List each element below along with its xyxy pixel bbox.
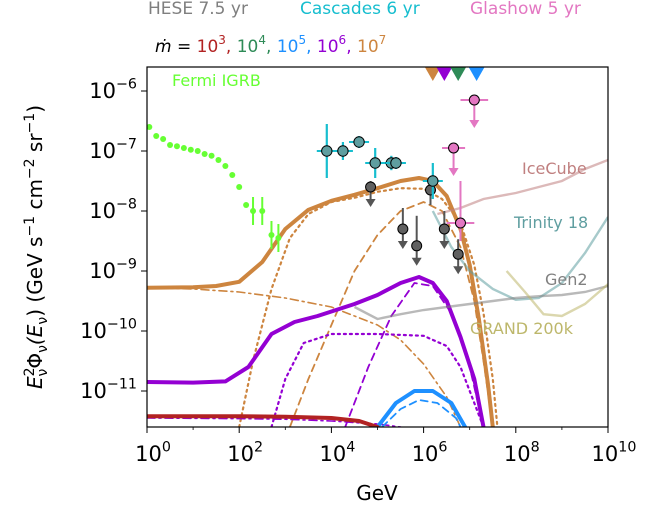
fermi-point-4 — [173, 143, 180, 150]
mdot-entry-2: 10 — [277, 37, 299, 57]
y-tick-label-4: 10−10 — [80, 317, 137, 343]
fermi-point-2 — [160, 136, 167, 142]
fermi-point-15 — [250, 208, 257, 214]
model-curve-6-dotted-5 — [270, 332, 485, 427]
cascade-point-1 — [337, 145, 349, 157]
cascade-point-3 — [369, 157, 381, 169]
fermi-point-11 — [222, 163, 229, 169]
hese-point-0 — [365, 181, 377, 193]
mdot-entry-0: 10 — [197, 37, 219, 57]
x-axis-ticks: 100 102 104 106 108 1010 — [135, 427, 636, 466]
header-hese-label: HESE 7.5 yr — [148, 0, 248, 19]
y-axis-ticks: 10−6 10−7 10−8 10−9 10−10 10−11 — [80, 77, 147, 403]
plot-area: 100 102 104 106 108 1010 10−6 10−7 10−8 10−9 10−1… — [80, 66, 636, 466]
hese-arrow-4-head — [439, 241, 450, 249]
hese-point-5 — [452, 248, 464, 260]
hese-point-2 — [411, 240, 423, 252]
glashow-point-2 — [468, 94, 480, 106]
model-curve-5-total-8 — [375, 389, 468, 427]
x-tick-label-0: 100 — [135, 440, 171, 466]
x-tick-label-5: 1010 — [592, 440, 637, 466]
model-curve-7-dashed-2 — [289, 201, 494, 427]
cascade-point-0 — [321, 145, 333, 157]
x-axis-label: GeV — [356, 481, 398, 505]
fermi-point-3 — [167, 142, 174, 148]
model-curve-6-dashed-6 — [344, 282, 485, 427]
annotation-gen2: Gen2 — [545, 270, 588, 289]
x-tick-label-4: 108 — [504, 440, 540, 466]
fermi-igrb-points — [147, 124, 282, 252]
y-tick-label-1: 10−7 — [89, 137, 137, 163]
x-tick-label-3: 106 — [412, 440, 448, 466]
y-axis-label: E2νΦν(Eν) (GeV s−1 cm−2 sr−1) — [22, 105, 51, 389]
annotation-icecube: IceCube — [522, 159, 587, 178]
model-curve-3-total-10 — [147, 414, 380, 427]
mdot-entry-3: 10 — [317, 37, 339, 57]
hese-arrow-0-head — [365, 199, 376, 207]
top-markers — [424, 67, 485, 81]
fermi-point-5 — [180, 145, 187, 151]
glashow-points — [442, 94, 489, 241]
sensitivity-curves — [353, 158, 608, 321]
mdot-prefix: ṁ = — [155, 37, 197, 57]
model-curve-5-dashed-9 — [381, 399, 462, 427]
mdot-legend: ṁ = 103, 104, 105, 106, 107 — [155, 33, 386, 57]
glashow-arrow-2-head — [469, 120, 480, 128]
hese-arrow-2-head — [411, 257, 422, 266]
plot-frame — [146, 66, 609, 428]
hese-point-1 — [397, 223, 409, 235]
hese-arrow-1-head — [397, 241, 408, 249]
model-curve-7-total-0 — [147, 176, 495, 427]
y-tick-label-0: 10−6 — [89, 77, 137, 103]
fermi-point-17 — [268, 232, 275, 238]
fermi-point-12 — [229, 172, 236, 178]
y-tick-label-3: 10−9 — [89, 257, 137, 283]
cascade-point-5 — [390, 157, 402, 169]
annotation-fermi-igrb: Fermi IGRB — [172, 71, 261, 90]
glashow-arrow-0-head — [448, 168, 459, 176]
hese-arrow-5-head — [453, 266, 464, 275]
top-marker-3 — [468, 67, 485, 81]
annotation-grand: GRAND 200k — [470, 319, 574, 338]
mdot-entry-1: 10 — [237, 37, 259, 57]
x-tick-label-1: 102 — [227, 440, 263, 466]
header-cascades-label: Cascades 6 yr — [300, 0, 420, 19]
hese-point-4 — [438, 223, 450, 235]
x-tick-label-2: 104 — [319, 440, 355, 466]
fermi-point-18 — [275, 235, 282, 241]
sensitivity-curve-3 — [505, 270, 608, 318]
cascade-point-2 — [353, 136, 365, 148]
model-curve-7-dotted-1 — [238, 187, 499, 427]
fermi-point-16 — [259, 208, 266, 214]
fermi-point-7 — [194, 148, 201, 154]
fermi-point-10 — [215, 157, 222, 163]
cascade-point-6 — [427, 175, 439, 187]
fermi-point-0 — [147, 124, 153, 130]
annotation-trinity: Trinity 18 — [513, 213, 588, 232]
hese-points — [365, 178, 464, 275]
header-glashow-label: Glashow 5 yr — [470, 0, 581, 19]
fermi-point-9 — [208, 152, 215, 159]
fermi-point-6 — [187, 146, 194, 153]
top-marker-1 — [436, 67, 453, 81]
y-tick-label-5: 10−11 — [80, 377, 137, 403]
cascade-points — [316, 124, 443, 199]
fermi-point-1 — [153, 133, 160, 139]
model-curve-6-total-4 — [147, 275, 486, 427]
glashow-point-0 — [448, 142, 460, 154]
top-marker-0 — [424, 67, 441, 81]
glashow-point-1 — [454, 217, 466, 229]
sensitivity-curve-2 — [353, 284, 608, 321]
fermi-point-13 — [236, 184, 243, 190]
model-curves — [147, 176, 499, 427]
fermi-point-14 — [243, 202, 250, 208]
model-curve-7-dashdot-3 — [147, 287, 462, 427]
sensitivity-curve-0 — [437, 158, 608, 216]
y-tick-label-2: 10−8 — [89, 197, 137, 223]
fermi-point-8 — [201, 151, 208, 157]
mdot-entry-4: 10 — [357, 37, 379, 57]
top-marker-2 — [450, 67, 467, 81]
